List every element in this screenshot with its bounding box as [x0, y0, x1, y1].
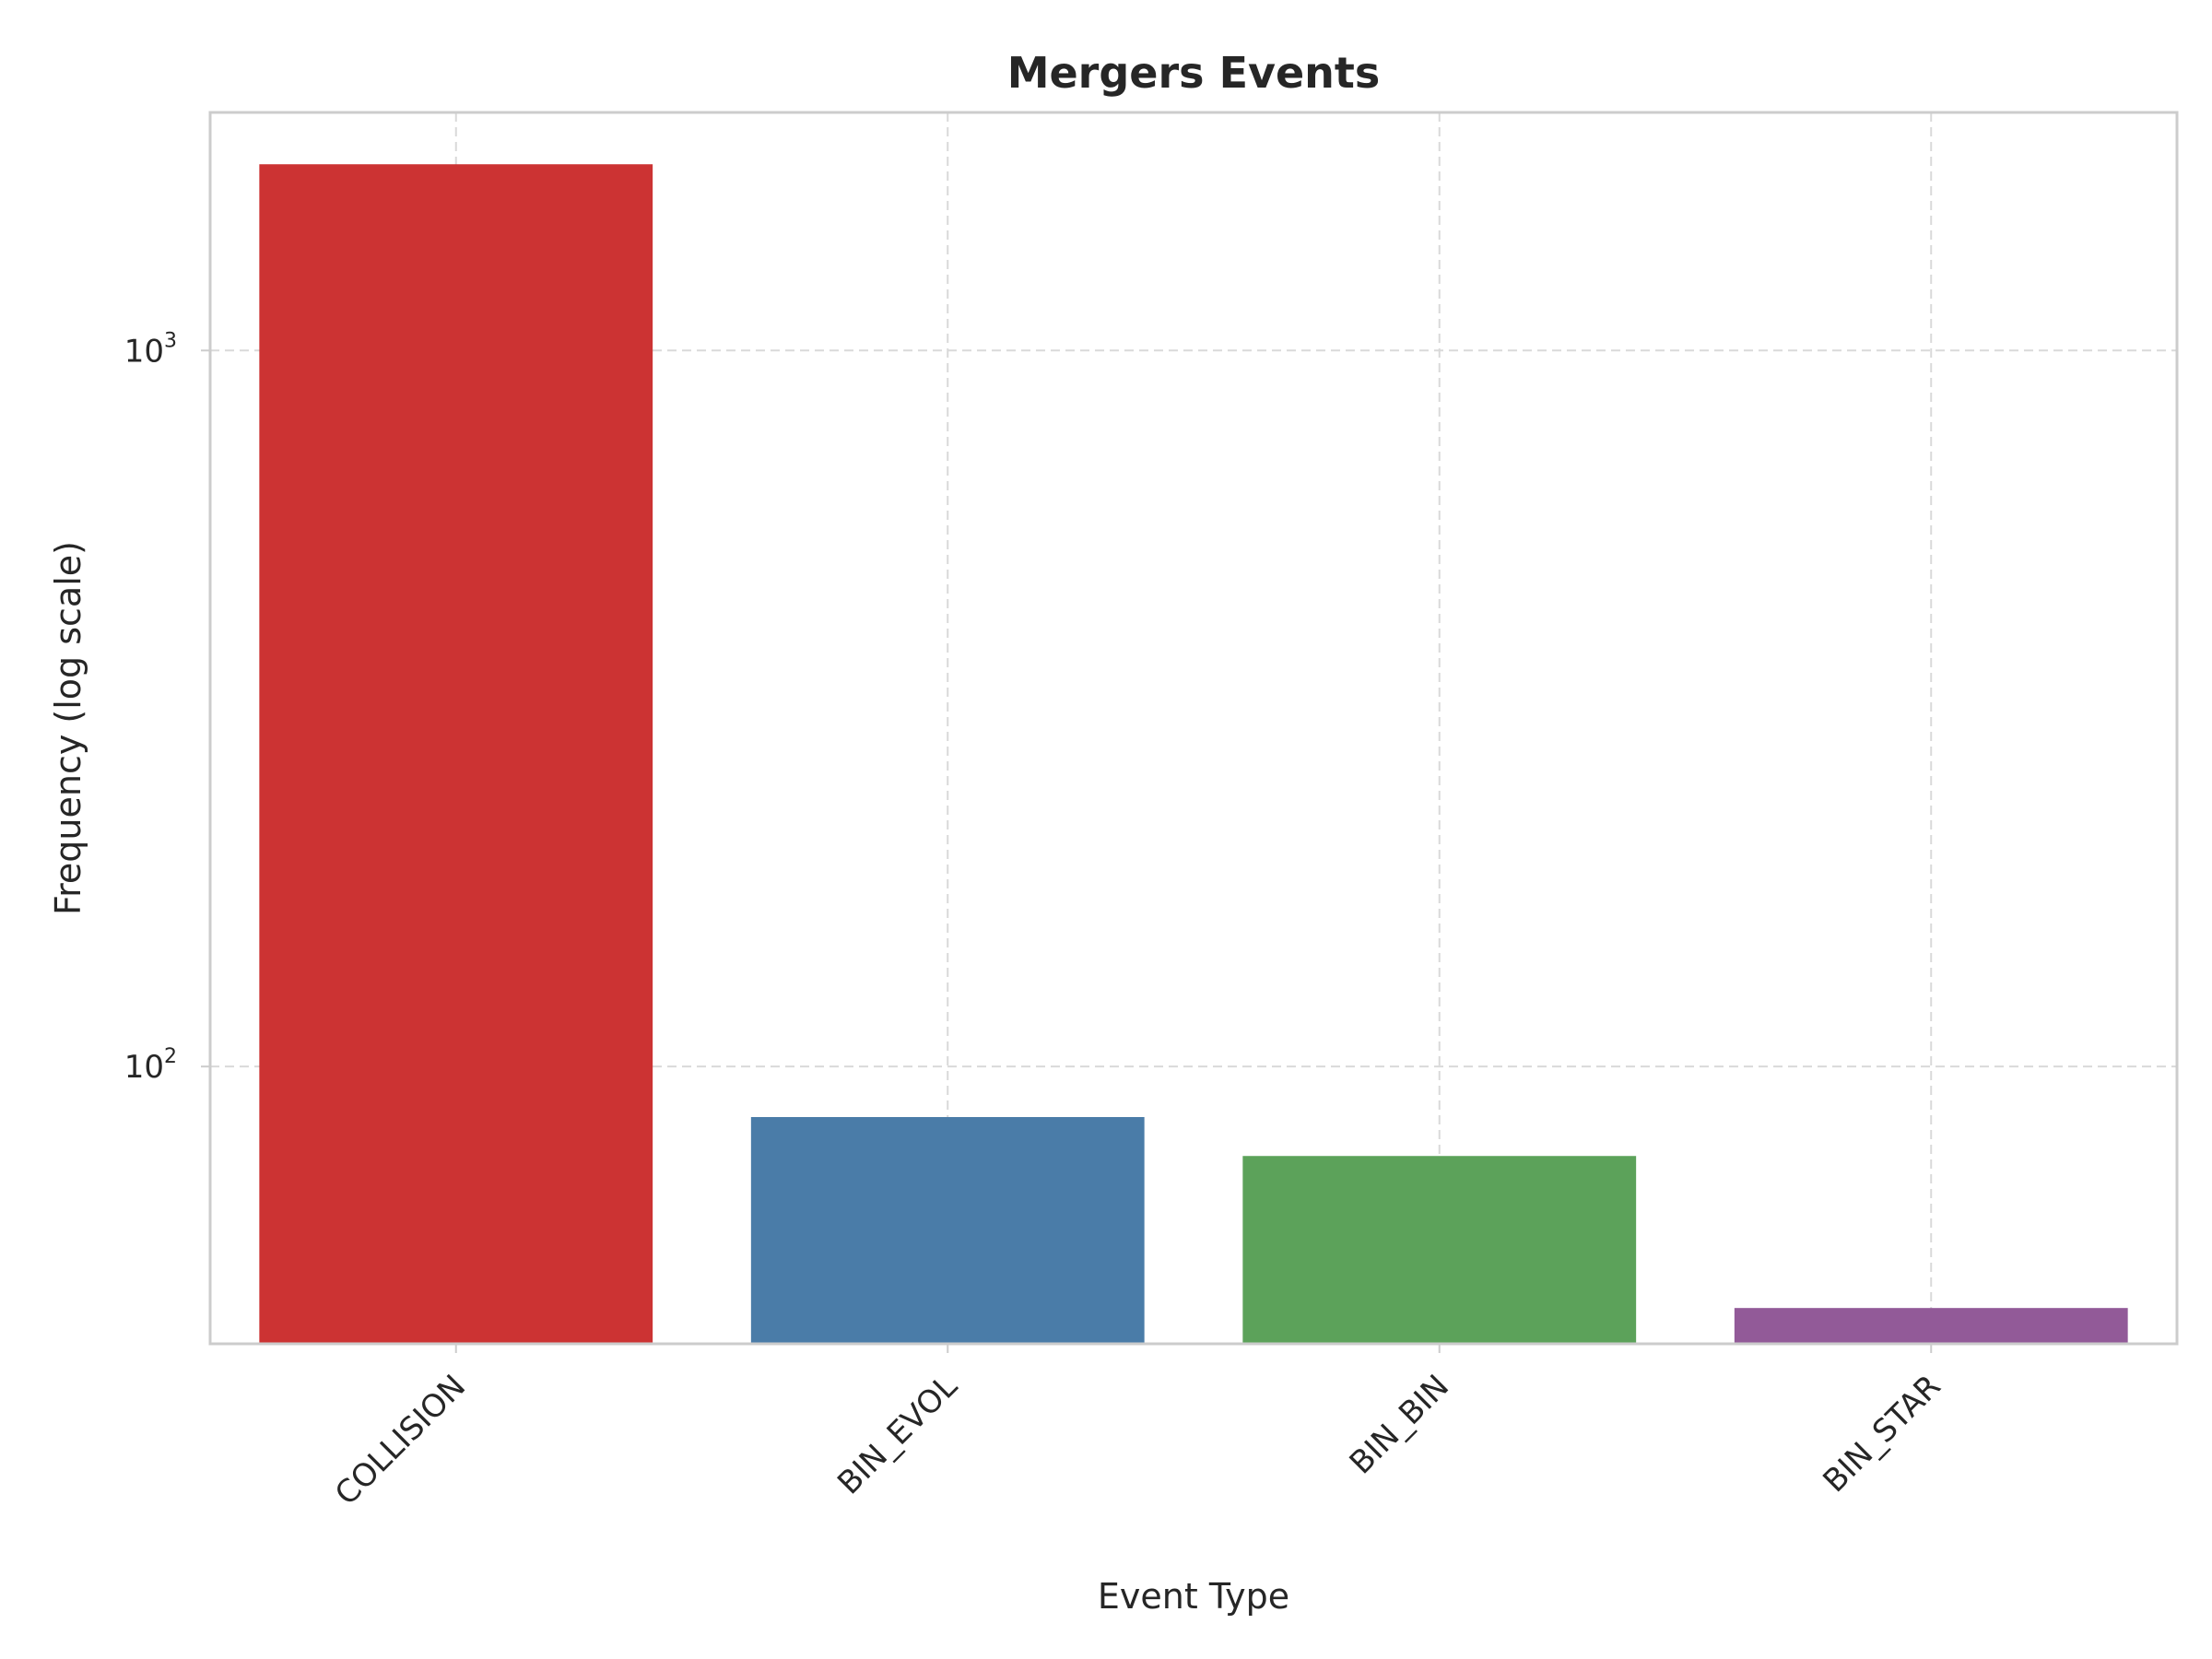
bars	[259, 164, 2128, 1345]
bar-bin-bin	[1242, 1156, 1637, 1344]
bar-collision	[259, 164, 653, 1345]
x-tick-label: BIN_STAR	[1817, 1368, 1948, 1500]
plot-frame	[208, 111, 2179, 1346]
y-tick-exponent: 2	[164, 1045, 177, 1068]
bar-bin-star	[1734, 1308, 2128, 1344]
y-tick-exponent: 3	[164, 329, 177, 352]
chart-title: Mergers Events	[1007, 48, 1381, 98]
y-tick-base: 10	[124, 333, 164, 370]
x-tick-label: COLLISION	[328, 1368, 473, 1512]
y-tick-label: 103	[124, 329, 177, 370]
x-axis-ticks: COLLISION BIN_EVOL BIN_BIN BIN_STAR	[328, 1344, 1948, 1512]
bar-bin-evol	[750, 1117, 1145, 1344]
y-tick-base: 10	[124, 1049, 164, 1086]
y-tick-label: 102	[124, 1045, 177, 1086]
x-tick-label: BIN_EVOL	[830, 1368, 964, 1501]
y-axis-label: Frequency (log scale)	[48, 541, 88, 915]
x-tick-label: BIN_BIN	[1343, 1368, 1456, 1481]
x-axis-label: Event Type	[1098, 1576, 1289, 1617]
